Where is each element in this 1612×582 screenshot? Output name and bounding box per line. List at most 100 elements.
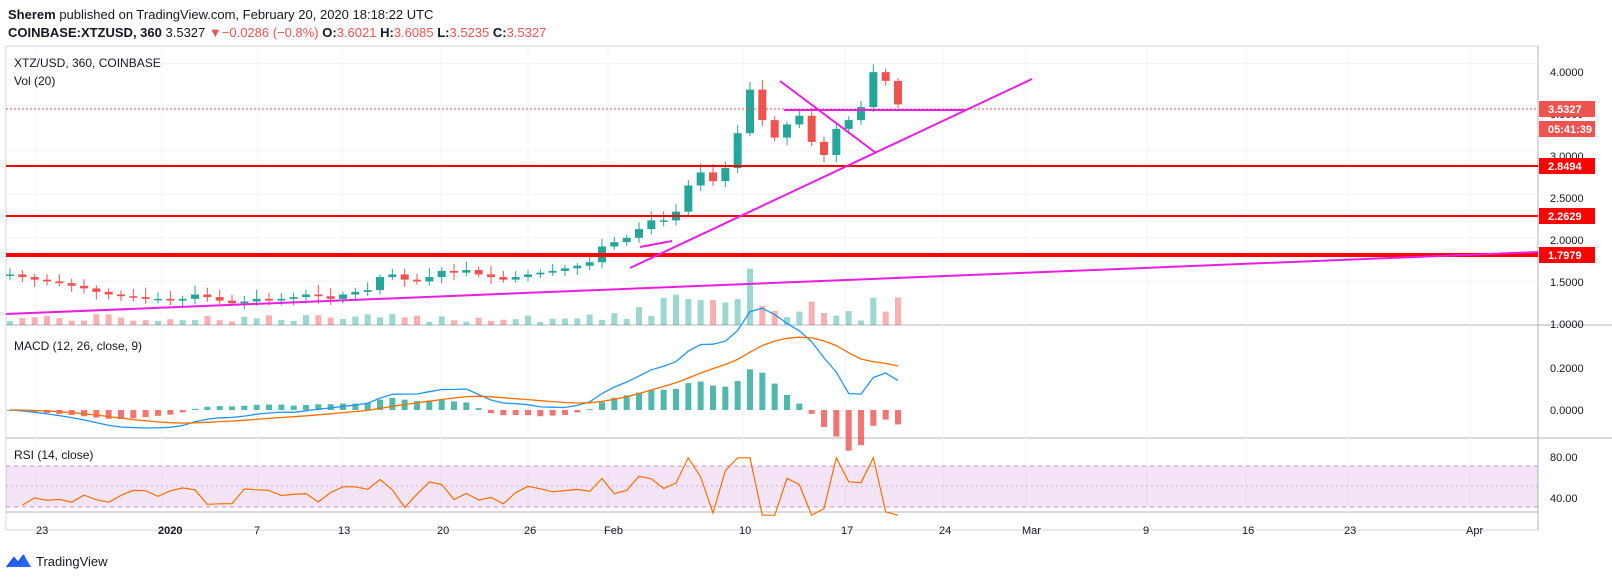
candle-body — [388, 274, 397, 278]
macd-histogram-bar — [821, 410, 827, 428]
high-label: H: — [380, 25, 394, 40]
volume-bar — [266, 315, 272, 325]
volume-bar — [290, 320, 297, 325]
open-value: 3.6021 — [336, 25, 377, 40]
macd-histogram-bar — [488, 410, 494, 414]
macd-histogram-bar — [216, 406, 223, 410]
volume-bar — [142, 320, 149, 325]
candle-body — [363, 290, 372, 292]
macd-histogram-bar — [500, 410, 507, 416]
close-value: 3.5327 — [506, 25, 547, 40]
candle-body — [894, 80, 902, 105]
timer-tag-text: 05:41:39 — [1548, 124, 1592, 136]
macd-histogram-bar — [475, 408, 482, 410]
volume-bar — [648, 315, 655, 325]
macd-histogram-bar — [364, 402, 371, 410]
volume-bar — [229, 321, 235, 325]
volume-bar — [784, 317, 790, 325]
volume-bar — [808, 301, 815, 325]
macd-histogram-bar — [882, 410, 889, 420]
macd-histogram-bar — [414, 401, 420, 410]
volume-bar — [389, 314, 396, 325]
price-tick: 4.0000 — [1550, 67, 1584, 79]
macd-histogram-bar — [784, 394, 790, 410]
grid — [6, 46, 1538, 512]
macd-histogram-bar — [599, 402, 605, 410]
macd-histogram-bar — [192, 408, 198, 410]
macd-histogram-bar — [266, 404, 272, 410]
candle-body — [684, 185, 693, 212]
macd-pane — [7, 307, 901, 451]
timer-tag — [1539, 121, 1595, 137]
volume-bar — [179, 320, 186, 325]
candle-body — [277, 298, 286, 301]
volume-bar — [414, 315, 420, 325]
macd-histogram-bar — [130, 410, 137, 419]
candle-body — [622, 237, 631, 243]
macd-histogram-bar — [352, 403, 359, 410]
price-tick: 2.0000 — [1550, 235, 1584, 247]
time-axis[interactable]: 23 2020 7 13 20 26 Feb 10 17 24 Mar 9 16… — [36, 525, 1483, 537]
last-price-tag-text: 3.5327 — [1548, 104, 1582, 116]
candle-body — [166, 298, 175, 301]
candle-body — [487, 274, 495, 278]
volume-bar — [7, 321, 13, 325]
candles[interactable] — [6, 64, 902, 310]
macd-histogram-bar — [759, 372, 766, 410]
volume-bar — [303, 315, 309, 325]
low-value: 3.5235 — [449, 25, 490, 40]
macd-histogram-bar — [303, 404, 309, 410]
macd-histogram-bar — [710, 385, 716, 410]
candle-body — [178, 298, 187, 301]
candle-body — [746, 89, 754, 134]
candle-body — [67, 283, 76, 286]
candle-body — [783, 124, 791, 138]
macd-histogram-bar — [870, 410, 877, 426]
rsi-tick: 40.00 — [1550, 493, 1578, 505]
macd-histogram-bar — [833, 410, 840, 437]
time-tick: 2020 — [158, 525, 182, 537]
candle-body — [561, 268, 569, 271]
macd-histogram-bar — [537, 410, 544, 417]
symbol-label[interactable]: COINBASE:XTZUSD, 360 — [8, 25, 162, 40]
macd-histogram-bar — [167, 410, 174, 415]
volume-bar — [685, 299, 692, 325]
candle-body — [659, 220, 668, 222]
volume-bar — [500, 319, 507, 325]
candle-body — [413, 279, 421, 282]
author-name[interactable]: Sherem — [8, 7, 56, 22]
level-tag-3-text: 1.7979 — [1548, 250, 1582, 262]
tradingview-logo-icon[interactable] — [6, 553, 32, 569]
macd-histogram-bar — [845, 410, 852, 451]
volume-bar — [599, 319, 605, 325]
time-tick: Feb — [604, 525, 623, 537]
volume-bar — [216, 320, 223, 325]
volume-bar — [796, 311, 803, 325]
volume-bar — [747, 268, 753, 325]
close-label: C: — [492, 25, 507, 40]
candle-body — [721, 168, 730, 182]
macd-histogram-bar — [105, 410, 112, 419]
macd-histogram-bar — [697, 381, 704, 410]
trendline-short[interactable] — [639, 240, 673, 248]
trendline-long[interactable] — [5, 251, 1539, 315]
volume-bar — [759, 305, 766, 325]
candle-body — [265, 298, 273, 301]
candle-body — [55, 281, 64, 284]
level-tag-1-text: 2.8494 — [1548, 161, 1583, 173]
macd-title: MACD (12, 26, close, 9) — [14, 339, 142, 353]
macd-histogram-bar — [229, 406, 235, 410]
volume-bars — [7, 268, 901, 325]
volume-bar — [710, 299, 716, 325]
volume-bar — [537, 321, 544, 325]
candle-body — [400, 274, 409, 280]
tradingview-brand[interactable]: TradingView — [36, 553, 108, 569]
rsi-tick: 80.00 — [1550, 452, 1578, 464]
volume-bar — [882, 311, 889, 325]
macd-histogram-bar — [858, 410, 864, 446]
macd-histogram-bar — [278, 404, 285, 410]
trendline-falling[interactable] — [779, 80, 877, 154]
volume-bar — [623, 318, 630, 325]
candle-body — [43, 279, 51, 282]
